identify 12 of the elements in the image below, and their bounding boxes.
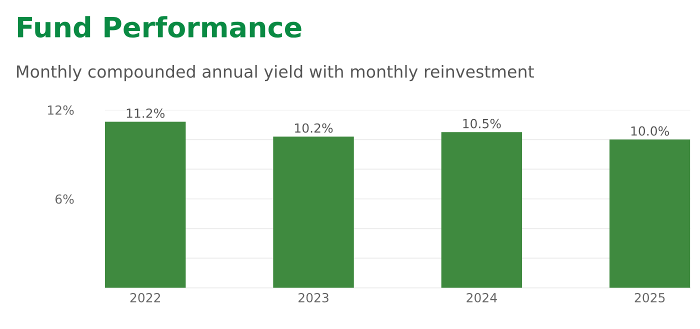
x-tick-label: 2023 (298, 292, 328, 302)
x-tick-label: 2025 (634, 292, 665, 302)
data-label: 11.2% (126, 108, 165, 118)
y-tick-label: 6% (55, 194, 74, 204)
chart-title: Fund Performance (18, 16, 302, 38)
chart-subtitle: Monthly compounded annual yield with monthly reinvestment (17, 64, 534, 82)
data-label: 10.2% (295, 123, 333, 133)
data-label: 10.0% (631, 126, 670, 136)
data-label: 10.5% (463, 118, 501, 128)
x-tick-label: 2022 (130, 292, 160, 302)
y-tick-label: 12% (48, 105, 74, 115)
x-tick-label: 2024 (466, 292, 497, 302)
